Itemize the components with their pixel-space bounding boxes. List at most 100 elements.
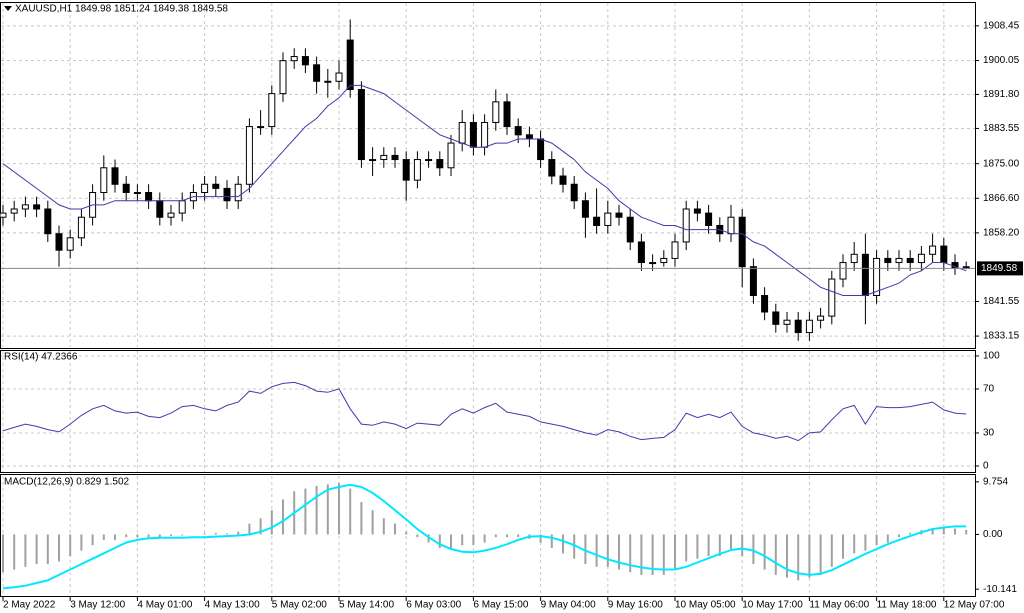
candle-body bbox=[201, 183, 209, 194]
y-tick-label: 1900.05 bbox=[983, 55, 1020, 66]
y-tick-label: 1883.55 bbox=[983, 123, 1020, 134]
candle-body bbox=[257, 126, 265, 129]
y-tick-label: 1891.80 bbox=[983, 89, 1020, 100]
candle-body bbox=[245, 126, 253, 185]
candle-body bbox=[503, 101, 511, 128]
candle-body bbox=[772, 311, 780, 325]
candle-body bbox=[884, 257, 892, 264]
y-tick-label: 1833.15 bbox=[983, 331, 1020, 342]
y-tick-label: 1866.60 bbox=[983, 193, 1020, 204]
candle-body bbox=[167, 212, 175, 218]
candle-body bbox=[413, 159, 421, 181]
y-tick-label: 1858.20 bbox=[983, 228, 1020, 239]
price-panel-frame bbox=[0, 2, 976, 349]
candle-body bbox=[727, 216, 735, 235]
x-tick-label: 10 May 17:00 bbox=[742, 600, 803, 611]
candle-body bbox=[279, 60, 287, 95]
x-tick-label: 5 May 14:00 bbox=[339, 600, 394, 611]
candle-body bbox=[626, 216, 634, 243]
candle-body bbox=[660, 257, 668, 264]
x-tick-label: 9 May 04:00 bbox=[541, 600, 596, 611]
candle-body bbox=[447, 142, 455, 169]
candle-body bbox=[749, 266, 757, 297]
candle-body bbox=[66, 237, 74, 251]
candle-body bbox=[817, 315, 825, 321]
candle-body bbox=[301, 56, 309, 66]
candle-body bbox=[335, 72, 343, 82]
candle-body bbox=[10, 208, 18, 214]
candle-body bbox=[940, 245, 948, 264]
current-price-box bbox=[977, 261, 1023, 276]
y-tick-label: 0.00 bbox=[983, 529, 1003, 540]
candle-body bbox=[391, 154, 399, 161]
candle-body bbox=[929, 245, 937, 255]
panel-title: MACD(12,26,9) 0.829 1.502 bbox=[4, 477, 130, 488]
macd-signal bbox=[2, 483, 967, 590]
candle-body bbox=[548, 159, 556, 177]
candle-body bbox=[290, 56, 298, 62]
symbol-menu-icon[interactable] bbox=[4, 6, 12, 11]
candle-body bbox=[178, 200, 186, 214]
candle-body bbox=[761, 295, 769, 313]
candle-body bbox=[805, 319, 813, 334]
candle-body bbox=[525, 134, 533, 140]
candle-body bbox=[223, 187, 231, 202]
candle-body bbox=[77, 216, 85, 239]
y-tick-label: -10.141 bbox=[983, 584, 1017, 595]
candle-body bbox=[794, 319, 802, 334]
candle-body bbox=[481, 121, 489, 148]
candle-body bbox=[111, 167, 119, 185]
candle-body bbox=[156, 200, 164, 218]
x-tick-label: 4 May 01:00 bbox=[137, 600, 192, 611]
candle-body bbox=[693, 208, 701, 214]
candle-body bbox=[122, 183, 130, 194]
candle-body bbox=[917, 253, 925, 264]
candle-body bbox=[346, 39, 354, 91]
y-tick-label: 100 bbox=[983, 351, 1000, 362]
candle-body bbox=[436, 159, 444, 169]
candle-body bbox=[514, 126, 522, 136]
candle-body bbox=[458, 121, 466, 144]
x-tick-label: 2 May 2022 bbox=[3, 600, 56, 611]
candle-body bbox=[682, 208, 690, 243]
candle-body bbox=[425, 159, 433, 162]
candle-body bbox=[637, 241, 645, 264]
y-tick-label: 30 bbox=[983, 428, 995, 439]
x-tick-label: 4 May 13:00 bbox=[205, 600, 260, 611]
candle-body bbox=[850, 253, 858, 264]
candle-body bbox=[895, 257, 903, 264]
candle-body bbox=[212, 183, 220, 189]
candle-body bbox=[234, 183, 242, 202]
candle-body bbox=[313, 64, 321, 82]
moving-average bbox=[2, 84, 967, 296]
candle-body bbox=[873, 257, 881, 297]
candle-body bbox=[469, 121, 477, 148]
candle-body bbox=[906, 257, 914, 264]
candle-body bbox=[268, 93, 276, 128]
y-tick-label: 1841.55 bbox=[983, 296, 1020, 307]
candle-body bbox=[615, 212, 623, 218]
candle-body bbox=[324, 80, 332, 83]
candle-body bbox=[21, 204, 29, 210]
candle-body bbox=[828, 278, 836, 317]
x-tick-label: 11 May 06:00 bbox=[809, 600, 869, 611]
x-tick-label: 6 May 03:00 bbox=[406, 600, 461, 611]
candle-body bbox=[581, 200, 589, 218]
rsi-panel-frame bbox=[0, 350, 976, 473]
x-tick-label: 3 May 12:00 bbox=[70, 600, 125, 611]
macd-panel-frame bbox=[0, 474, 976, 597]
y-tick-label: 0 bbox=[983, 461, 989, 472]
candle-body bbox=[492, 101, 500, 123]
candle-body bbox=[839, 262, 847, 280]
candle-body bbox=[537, 138, 545, 161]
y-tick-label: 9.754 bbox=[983, 476, 1008, 487]
candle-body bbox=[55, 233, 63, 251]
x-tick-label: 10 May 05:00 bbox=[675, 600, 736, 611]
panel-title: XAUUSD,H1 1849.98 1851.24 1849.38 1849.5… bbox=[15, 4, 228, 15]
candle-body bbox=[100, 167, 108, 194]
candle-body bbox=[33, 204, 41, 210]
candle-body bbox=[861, 253, 869, 297]
